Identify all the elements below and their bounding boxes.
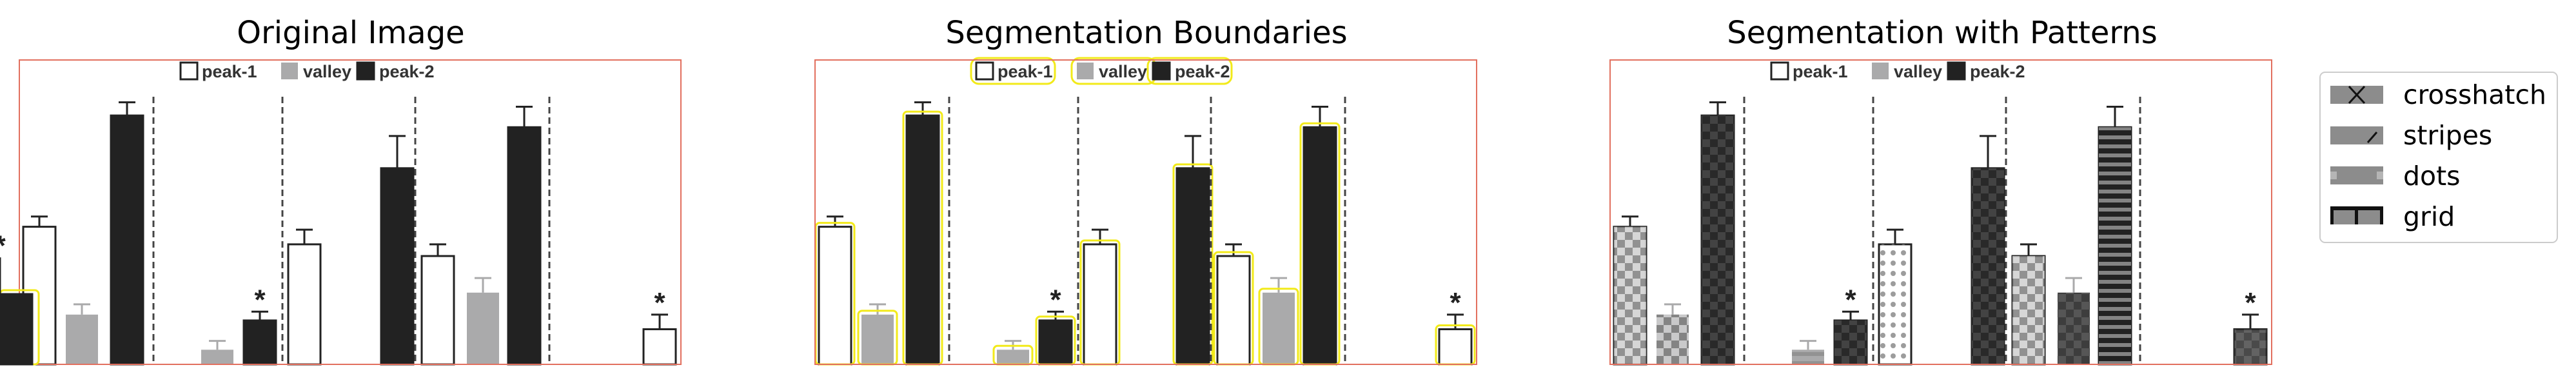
legend-swatch-valley: [1077, 63, 1094, 79]
legend-label-peak-2: peak-2: [1970, 62, 2025, 81]
legend-label-stripes: stripes: [2403, 120, 2492, 151]
legend-label-dots: dots: [2403, 161, 2461, 192]
bar-pattern-overlay: [2058, 292, 2090, 364]
panel-title-patterns: Segmentation with Patterns: [1727, 15, 2157, 51]
legend-swatch-peak-2: [1947, 61, 1966, 81]
dots-icon: [2330, 166, 2383, 184]
legend-label-peak-1: peak-1: [202, 62, 257, 81]
grid-icon: [2330, 206, 2383, 224]
legend-label-peak-1: peak-1: [1793, 62, 1848, 81]
bar-peak-1: [642, 328, 677, 366]
bar-peak-2: [1038, 319, 1073, 366]
bar-valley: [997, 350, 1029, 364]
bar-valley: [201, 350, 233, 364]
panel-original: * * * peak-1 valley peak-2: [0, 59, 682, 366]
legend-label-peak-2: peak-2: [1175, 62, 1230, 81]
bar-pattern-overlay: [1834, 320, 1867, 364]
bar-peak-2: [110, 114, 144, 366]
bar-peak-2: [380, 167, 415, 366]
pattern-legend: crosshatch stripes dots: [2319, 72, 2558, 243]
legend-swatch-valley: [281, 63, 298, 79]
significance-star: *: [0, 230, 6, 261]
significance-star: *: [254, 284, 266, 315]
bar-pattern-overlay: [2234, 329, 2266, 364]
bar-peak-2: [1303, 126, 1337, 366]
bar-peak-2: [1175, 167, 1210, 366]
significance-star: *: [2245, 287, 2256, 319]
panel-boundaries: * * * peak-1 valley peak-2: [0, 57, 1477, 366]
segment-boundary: [1146, 57, 1233, 85]
bar-peak-2: [507, 126, 542, 366]
stripes-icon: [2330, 126, 2383, 144]
significance-star: *: [0, 230, 6, 261]
significance-star: *: [1450, 287, 1461, 319]
bar-peak-1: [1083, 243, 1117, 366]
legend-label-crosshatch: crosshatch: [2403, 79, 2546, 110]
bar-peak-2: [905, 114, 940, 366]
legend-swatch-valley: [1872, 63, 1889, 79]
panel-title-original: Original Image: [237, 15, 464, 51]
bar-peak-2: [0, 293, 34, 366]
bar-pattern-overlay: [1879, 244, 1911, 364]
pattern-legend-frame: [2319, 72, 2558, 243]
legend-label-peak-2: peak-2: [379, 62, 435, 81]
legend-entry-dots: dots: [2330, 161, 2461, 192]
bar-peak-1: [1438, 328, 1473, 366]
legend-swatch-peak-2: [1152, 61, 1171, 81]
bar-pattern-overlay: [2099, 127, 2131, 364]
legend-entry-crosshatch: crosshatch: [2330, 79, 2546, 110]
legend-label-valley: valley: [1894, 62, 1942, 81]
bar-pattern-overlay: [1972, 168, 2004, 364]
legend-swatch-peak-1: [975, 61, 994, 81]
crosshatch-icon: [2330, 85, 2383, 104]
legend-entry-stripes: stripes: [2330, 120, 2492, 151]
legend-label-grid: grid: [2403, 201, 2455, 232]
legend-label-valley: valley: [1099, 62, 1147, 81]
legend-swatch-peak-2: [356, 61, 375, 81]
bar-valley: [467, 292, 499, 364]
bar-pattern-overlay: [1614, 226, 1646, 364]
bar-pattern-overlay: [1657, 314, 1689, 364]
bar-valley: [66, 314, 98, 364]
bar-peak-1: [287, 243, 322, 366]
significance-star: *: [654, 287, 665, 319]
bar-peak-1: [1216, 255, 1251, 366]
bar-valley: [1263, 292, 1295, 364]
bar-peak-1: [420, 255, 455, 366]
legend-swatch-peak-1: [179, 61, 199, 81]
panel-patterns: * * * peak-1 valley peak-2: [0, 59, 2272, 366]
legend-swatch-peak-1: [1770, 61, 1789, 81]
panel-frame: [19, 59, 682, 365]
bar-pattern-overlay: [1702, 115, 1734, 364]
segment-boundary: [970, 57, 1056, 85]
significance-star: *: [1050, 284, 1061, 315]
significance-star: *: [0, 230, 6, 261]
bar-valley: [861, 314, 894, 364]
panel-frame: [814, 59, 1477, 365]
legend-entry-grid: grid: [2330, 201, 2455, 232]
significance-star: *: [1845, 284, 1856, 315]
bar-pattern-overlay: [2012, 256, 2045, 364]
panel-frame: [1609, 59, 2272, 365]
bar-peak-2: [242, 319, 277, 366]
bar-peak-1: [818, 226, 852, 366]
legend-label-valley: valley: [303, 62, 351, 81]
panel-title-boundaries: Segmentation Boundaries: [945, 15, 1347, 51]
bar-pattern-overlay: [1792, 350, 1824, 364]
legend-label-peak-1: peak-1: [998, 62, 1053, 81]
